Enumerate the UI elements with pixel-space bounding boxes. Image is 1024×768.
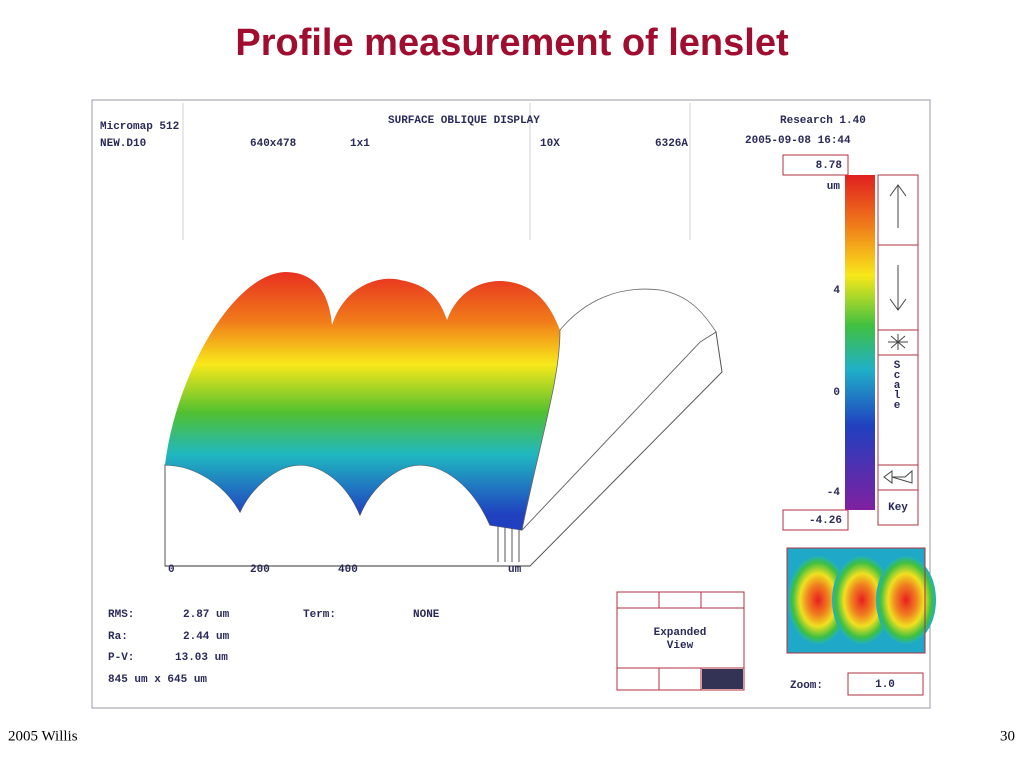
term-value: NONE (413, 609, 440, 621)
expanded-view-label: Expanded (654, 627, 707, 639)
expanded-view-panel (616, 591, 745, 691)
colorbar-tick-label: -4 (827, 487, 841, 499)
x-tick-label: 200 (250, 564, 270, 576)
version: Research 1.40 (780, 115, 866, 127)
scale-center-button[interactable] (877, 329, 919, 356)
x-tick-label: 400 (338, 564, 358, 576)
key-button-label: Key (888, 502, 908, 514)
colorbar-max: 8.78 (816, 160, 843, 172)
resolution: 640x478 (250, 138, 297, 150)
colorbar-min-box (782, 509, 849, 531)
colorbar-max-box (782, 154, 849, 176)
footer-text: 2005 Willis (8, 728, 78, 744)
key-button[interactable] (877, 489, 919, 526)
wavelength: 6326A (655, 138, 688, 150)
stat-label: Ra: (108, 631, 128, 643)
zoom-label: Zoom: (790, 680, 823, 692)
thumbnail (786, 547, 936, 654)
scale-button-label: Scale (891, 360, 903, 410)
colorbar-tick-label: 4 (833, 285, 840, 297)
expanded-view-label: View (667, 640, 694, 652)
app-name: Micromap 512 (100, 121, 179, 133)
scale-down-button[interactable] (877, 244, 919, 331)
stat-value: 2.87 um (183, 609, 230, 621)
stat-label: P-V: (108, 652, 134, 664)
page-number: 30 (1000, 728, 1015, 744)
timestamp: 2005-09-08 16:44 (745, 135, 851, 147)
file-name: NEW.D10 (100, 138, 146, 150)
x-tick-label: 0 (168, 564, 175, 576)
scale-up-button[interactable] (877, 174, 919, 246)
term-label: Term: (303, 609, 336, 621)
slide-title: Profile measurement of lenslet (235, 22, 789, 64)
scale-reset-button[interactable] (877, 464, 919, 491)
measurement-size: 845 um x 645 um (108, 674, 207, 686)
surface-shaded-side (521, 288, 717, 532)
binning: 1x1 (350, 138, 370, 150)
colorbar-tick-label: 0 (833, 387, 840, 399)
header-separators (182, 103, 691, 240)
colorbar-min: -4.26 (809, 515, 842, 527)
zoom-field[interactable] (847, 672, 924, 696)
colorbar (845, 175, 875, 510)
x-axis-unit: um (508, 564, 522, 576)
colorbar-unit: um (827, 181, 841, 193)
stat-value: 13.03 um (175, 652, 228, 664)
objective: 10X (540, 138, 560, 150)
stat-value: 2.44 um (183, 631, 230, 643)
zoom-value: 1.0 (875, 679, 895, 691)
display-mode: SURFACE OBLIQUE DISPLAY (388, 115, 540, 127)
stat-label: RMS: (108, 609, 134, 621)
